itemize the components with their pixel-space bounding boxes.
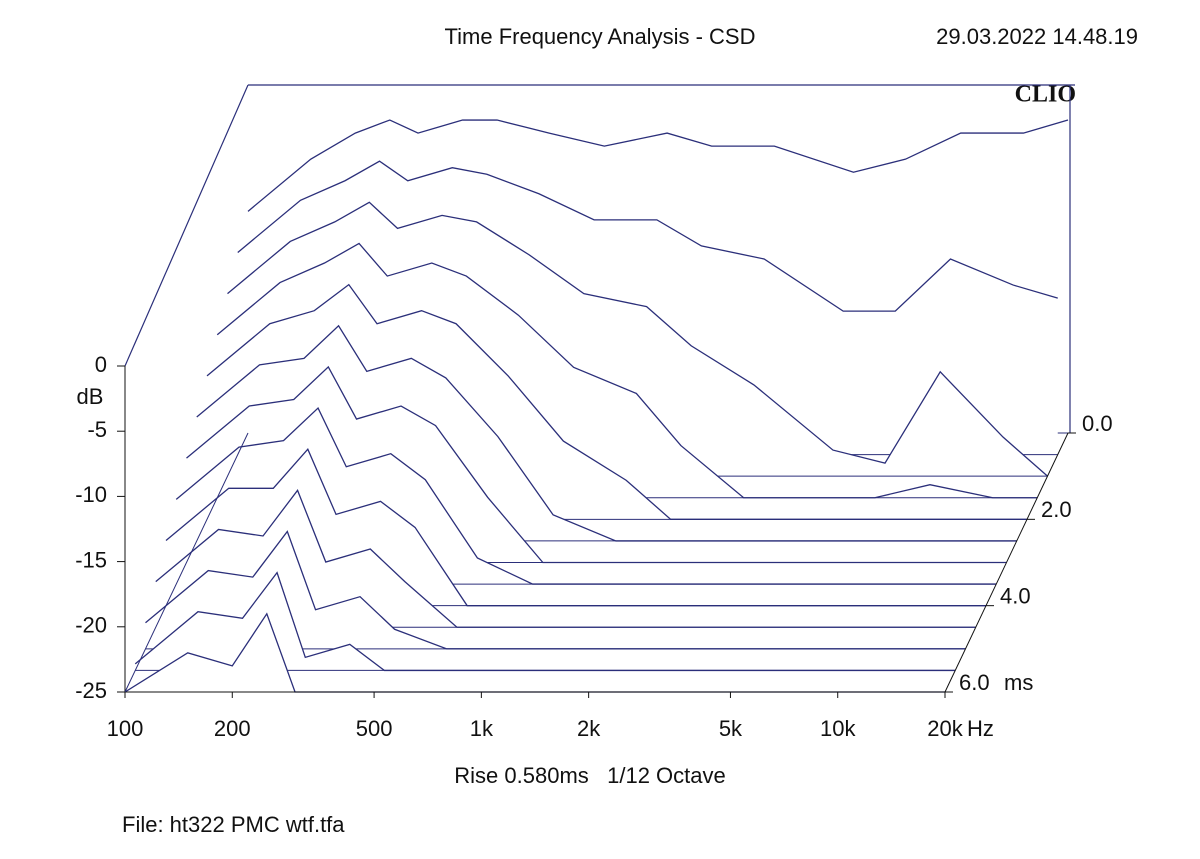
x-tick-label: 20k [927, 716, 963, 741]
z-tick-label: 2.0 [1041, 497, 1072, 522]
y-tick-label: -20 [75, 613, 107, 638]
y-tick-label: 0 [95, 352, 107, 377]
x-tick-label: 2k [577, 716, 601, 741]
y-tick-label: -15 [75, 547, 107, 572]
slice-surface [125, 613, 945, 692]
subtitle: Rise 0.580ms 1/12 Octave [454, 763, 725, 788]
z-tick-label: 0.0 [1082, 411, 1113, 436]
logo: CLIO [1015, 82, 1076, 108]
z-unit: ms [1004, 670, 1033, 695]
x-tick-label: 500 [356, 716, 393, 741]
y-tick-label: -25 [75, 678, 107, 703]
date: 29.03.2022 14.48.19 [936, 24, 1138, 49]
slice-surface [145, 531, 966, 649]
slice-surface [135, 572, 956, 671]
slice-line [227, 201, 1048, 477]
chart-title: Time Frequency Analysis - CSD [445, 24, 756, 49]
slice-line [247, 119, 1069, 212]
y-tick-label: -10 [75, 482, 107, 507]
slice-line [237, 160, 1058, 312]
axis-line [944, 432, 1069, 693]
y-tick-label: -5 [87, 417, 107, 442]
z-tick-label: 6.0 [959, 670, 990, 695]
frame-line [124, 84, 249, 367]
x-tick-label: 5k [719, 716, 743, 741]
x-tick-label: 100 [107, 716, 144, 741]
x-tick-label: 200 [214, 716, 251, 741]
file-label: File: ht322 PMC wtf.tfa [122, 812, 345, 837]
slice-surface [155, 490, 976, 628]
frame [124, 84, 1075, 433]
x-tick-label: 10k [820, 716, 856, 741]
axis-line [124, 432, 249, 693]
y-axis-label: dB [77, 384, 104, 409]
slice-line [216, 242, 1038, 499]
z-tick-label: 4.0 [1000, 583, 1031, 608]
x-unit: Hz [967, 716, 994, 741]
x-tick-label: 1k [470, 716, 494, 741]
